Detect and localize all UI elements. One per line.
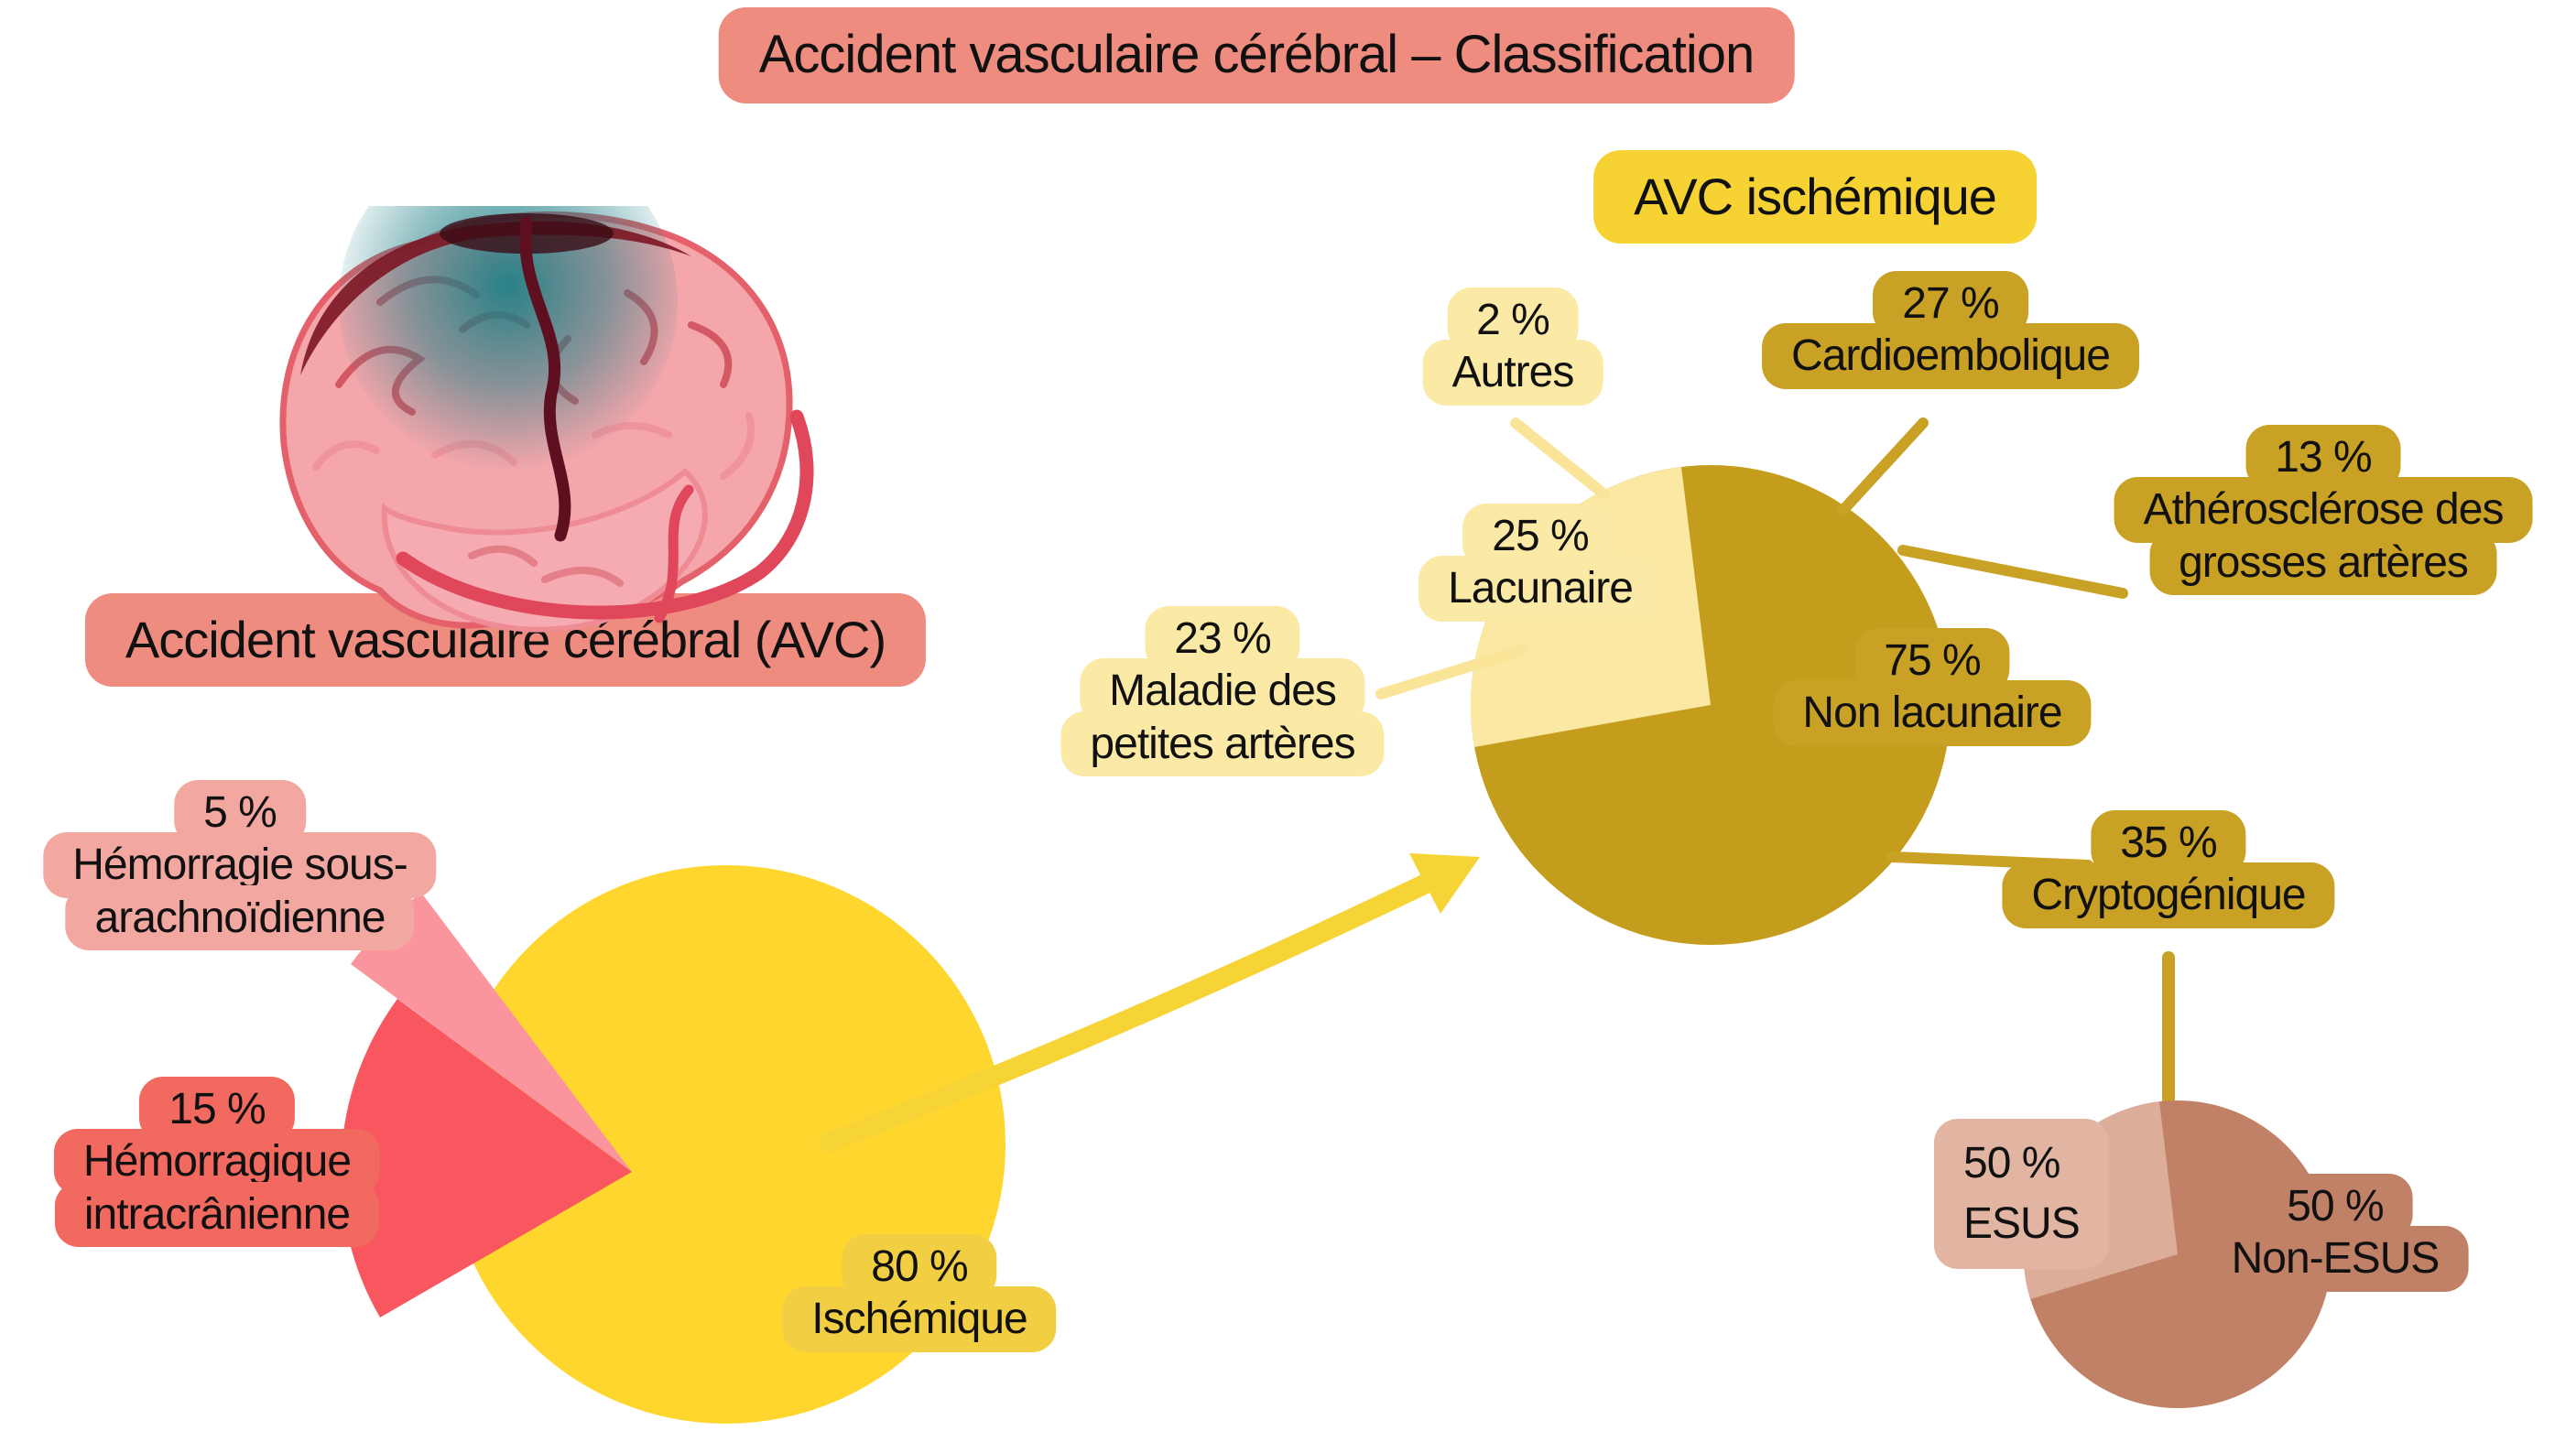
- brain-illustration: [279, 206, 814, 633]
- callout-petites-arteres: 23 % Maladie des petites artères: [1060, 606, 1385, 777]
- callout-non-lacunaire: 75 % Non lacunaire: [1773, 628, 2092, 746]
- callout-esus-text: ESUS: [1963, 1199, 2081, 1249]
- page-title: Accident vasculaire cérébral – Classific…: [718, 7, 1795, 103]
- callout-non-esus: 50 % Non-ESUS: [2201, 1174, 2469, 1292]
- callout-lacunaire: 25 % Lacunaire: [1418, 504, 1662, 622]
- callout-athero-text2: grosses artères: [2149, 529, 2497, 596]
- callout-esus-pct: 50 %: [1963, 1139, 2060, 1187]
- pie-avc-sah-slice: [351, 893, 632, 1172]
- arrow-head: [1409, 853, 1480, 914]
- connector-cardioembolique: [1837, 417, 1929, 516]
- brain-vessel: [312, 440, 380, 471]
- avc-caption: Accident vasculaire cérébral (AVC): [84, 593, 927, 687]
- brain-vessel: [720, 412, 755, 480]
- callout-ischemique: 80 % Ischémique: [782, 1234, 1057, 1352]
- brain-artery-branch: [654, 484, 694, 623]
- callout-cryptogenique: 35 % Cryptogénique: [2002, 810, 2335, 928]
- callout-esus: 50 % ESUS: [1934, 1119, 2109, 1270]
- brain-dark-rim: [300, 221, 691, 375]
- ischemic-pie-title: AVC ischémique: [1593, 150, 2037, 244]
- connector-atherosclerose: [1897, 545, 2128, 599]
- callout-ich: 15 % Hémorragique intracrânienne: [53, 1077, 381, 1248]
- brain-artery: [396, 409, 814, 620]
- arrow-shaft: [819, 864, 1455, 1153]
- callout-crypto-text: Cryptogénique: [2002, 862, 2335, 928]
- callout-ich-text2: intracrânienne: [54, 1181, 380, 1248]
- callout-ischemique-text: Ischémique: [782, 1286, 1057, 1352]
- callout-autres-text: Autres: [1422, 340, 1603, 406]
- callout-sah-text2: arachnoïdienne: [65, 884, 415, 951]
- connector-petites-arteres: [1375, 645, 1527, 699]
- callout-cardioembolique: 27 % Cardioembolique: [1762, 271, 2139, 389]
- brain-vessel: [541, 567, 624, 587]
- callout-lacunaire-text: Lacunaire: [1418, 556, 1662, 622]
- brain-vessel: [468, 545, 538, 567]
- connector-autres: [1510, 417, 1610, 500]
- callout-nonlac-text: Non lacunaire: [1773, 680, 2092, 746]
- callout-petites-text2: petites artères: [1060, 710, 1385, 777]
- brain-vessel: [688, 321, 733, 388]
- pie-avc-hemorragique-slice: [341, 999, 632, 1317]
- callout-atherosclerose: 13 % Athérosclérose des grosses artères: [2114, 425, 2533, 596]
- callout-sah: 5 % Hémorragie sous- arachnoïdienne: [43, 780, 437, 951]
- callout-autres: 2 % Autres: [1422, 287, 1603, 406]
- brain-ischemia-zone: [339, 206, 678, 472]
- callout-cardio-text: Cardioembolique: [1762, 323, 2139, 389]
- brain-main-vessel: [519, 216, 571, 542]
- callout-nonesus-text: Non-ESUS: [2201, 1226, 2469, 1292]
